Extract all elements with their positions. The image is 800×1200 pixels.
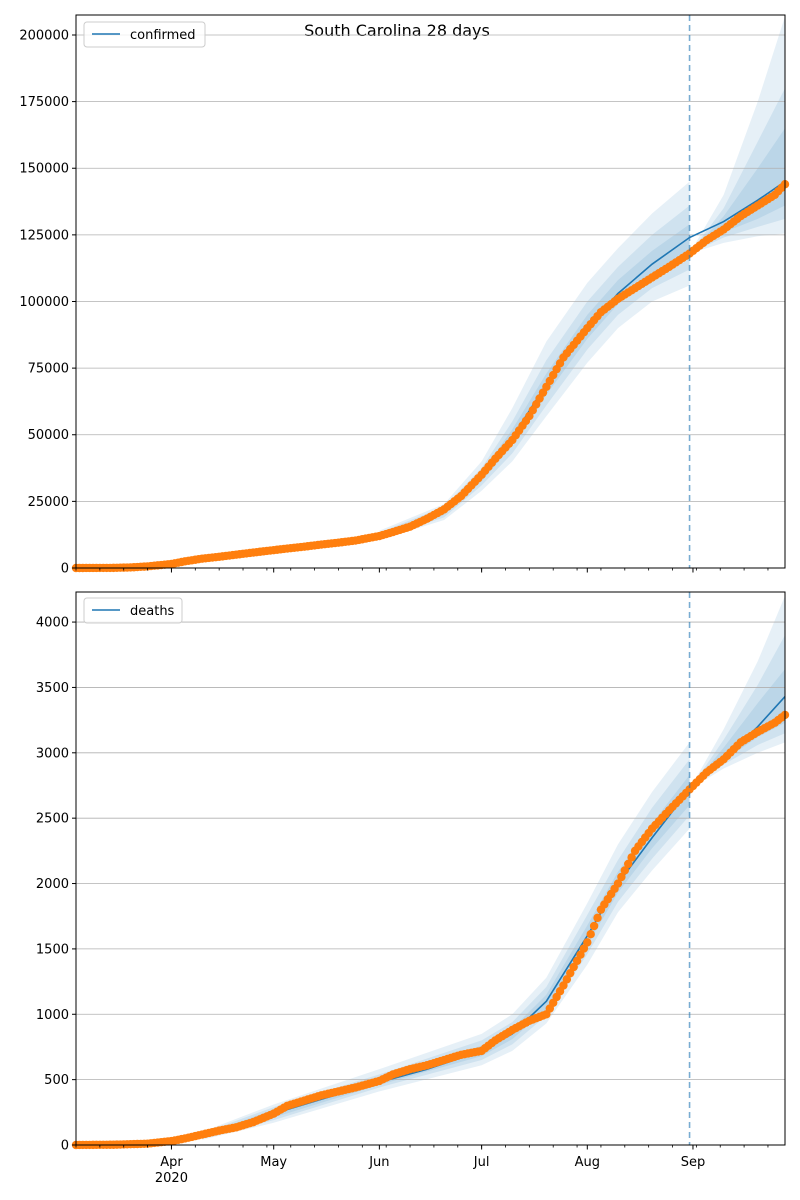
deaths-panel: 0 500 1000 1500 2000 2500 3000 3500 4000 Apr2020… bbox=[36, 591, 790, 1186]
confirmed-axes-frame bbox=[75, 14, 786, 569]
uncertainty-band bbox=[689, 16, 785, 254]
figure-title: South Carolina 28 days bbox=[304, 21, 490, 40]
y-tick-label: 0 bbox=[61, 1139, 69, 1154]
y-tick-label: 175000 bbox=[19, 95, 69, 110]
observed-point bbox=[624, 859, 633, 869]
legend-box bbox=[83, 597, 183, 624]
uncertainty-band bbox=[202, 742, 690, 1140]
legend-label-confirmed: confirmed bbox=[130, 28, 196, 43]
deaths-y-axis: 0 500 1000 1500 2000 2500 3000 3500 4000 bbox=[36, 616, 76, 1154]
y-tick-label: 125000 bbox=[19, 228, 69, 243]
observed-point bbox=[583, 938, 592, 947]
uncertainty-band bbox=[202, 775, 690, 1138]
x-tick-label: Jul bbox=[473, 1155, 490, 1170]
confirmed-observed-points bbox=[71, 180, 790, 573]
y-tick-label: 25000 bbox=[28, 495, 69, 510]
observed-point bbox=[617, 872, 626, 882]
y-tick-label: 3500 bbox=[36, 681, 69, 696]
observed-point bbox=[572, 956, 582, 966]
deaths-axes-frame bbox=[75, 591, 786, 1146]
legend-label-deaths: deaths bbox=[130, 604, 175, 619]
uncertainty-band bbox=[689, 88, 785, 254]
uncertainty-band bbox=[689, 128, 785, 254]
deaths-uncertainty-bands bbox=[202, 595, 785, 1140]
deaths-observed-points bbox=[71, 710, 790, 1150]
observed-point bbox=[576, 950, 585, 959]
y-tick-label: 1000 bbox=[36, 1008, 69, 1023]
observed-point bbox=[620, 866, 629, 875]
deaths-legend: deaths bbox=[83, 597, 183, 624]
observed-point bbox=[566, 968, 575, 978]
y-tick-label: 75000 bbox=[28, 362, 69, 377]
x-tick-label: Apr bbox=[160, 1155, 183, 1170]
observed-point bbox=[562, 975, 572, 984]
x-tick-label: Jun bbox=[368, 1155, 389, 1170]
x-tick-label: Aug bbox=[575, 1155, 600, 1170]
observed-point bbox=[579, 944, 589, 953]
y-tick-label: 3000 bbox=[36, 746, 69, 761]
uncertainty-band bbox=[379, 205, 690, 539]
confirmed-x-axis bbox=[75, 568, 769, 573]
observed-point bbox=[589, 921, 599, 931]
uncertainty-band bbox=[379, 181, 690, 541]
y-tick-label: 0 bbox=[61, 562, 69, 577]
confirmed-uncertainty-bands bbox=[379, 16, 785, 541]
observed-point bbox=[559, 981, 568, 990]
uncertainty-band bbox=[689, 635, 785, 790]
observed-point bbox=[569, 962, 578, 972]
y-tick-label: 1500 bbox=[36, 942, 69, 957]
y-tick-label: 200000 bbox=[19, 28, 69, 43]
y-tick-label: 50000 bbox=[28, 428, 69, 443]
legend-box bbox=[83, 21, 206, 48]
confirmed-y-axis: 0 25000 50000 75000 100000 125000 150000 175000… bbox=[19, 28, 76, 577]
y-tick-label: 2500 bbox=[36, 812, 69, 827]
x-tick-label: May bbox=[260, 1155, 287, 1170]
observed-point bbox=[586, 929, 595, 939]
confirmed-legend: confirmed bbox=[83, 21, 206, 48]
x-tick-sublabel: 2020 bbox=[155, 1171, 188, 1186]
uncertainty-band bbox=[689, 595, 785, 790]
uncertainty-band bbox=[689, 669, 785, 790]
y-tick-label: 2000 bbox=[36, 877, 69, 892]
axes-frame bbox=[75, 14, 786, 569]
observed-point bbox=[613, 879, 623, 888]
confirmed-panel: 0 25000 50000 75000 100000 125000 150000 175000… bbox=[19, 14, 790, 577]
y-tick-label: 150000 bbox=[19, 162, 69, 177]
observed-point bbox=[627, 853, 636, 862]
y-tick-label: 100000 bbox=[19, 295, 69, 310]
y-tick-label: 4000 bbox=[36, 616, 69, 631]
confirmed-gridlines bbox=[76, 34, 785, 569]
observed-point bbox=[593, 913, 602, 923]
axes-frame bbox=[75, 591, 786, 1146]
x-tick-label: Sep bbox=[681, 1155, 706, 1170]
y-tick-label: 500 bbox=[44, 1073, 69, 1088]
